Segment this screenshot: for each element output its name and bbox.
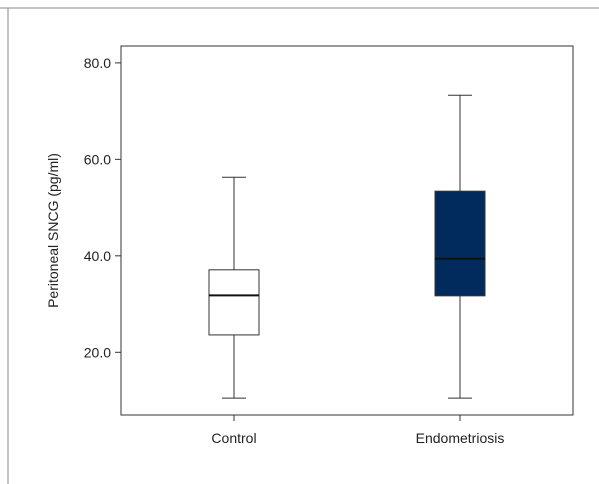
y-tick-label: 80.0	[84, 55, 111, 71]
y-tick-label: 20.0	[84, 344, 111, 360]
x-axis: Control Endometriosis	[211, 415, 504, 446]
box-control	[208, 176, 260, 399]
y-axis-label: Peritoneal SNCG (pg/ml)	[45, 153, 61, 308]
y-axis: 20.0 40.0 60.0 80.0	[84, 55, 121, 360]
y-tick-label: 40.0	[84, 248, 111, 264]
boxplot-series	[208, 94, 486, 399]
x-tick-label: Endometriosis	[416, 430, 505, 446]
plot-area	[120, 45, 574, 416]
iqr-box	[208, 269, 260, 336]
x-tick-label: Control	[211, 430, 256, 446]
box-endometriosis	[434, 94, 486, 399]
y-tick-label: 60.0	[84, 151, 111, 167]
iqr-box	[434, 190, 486, 297]
